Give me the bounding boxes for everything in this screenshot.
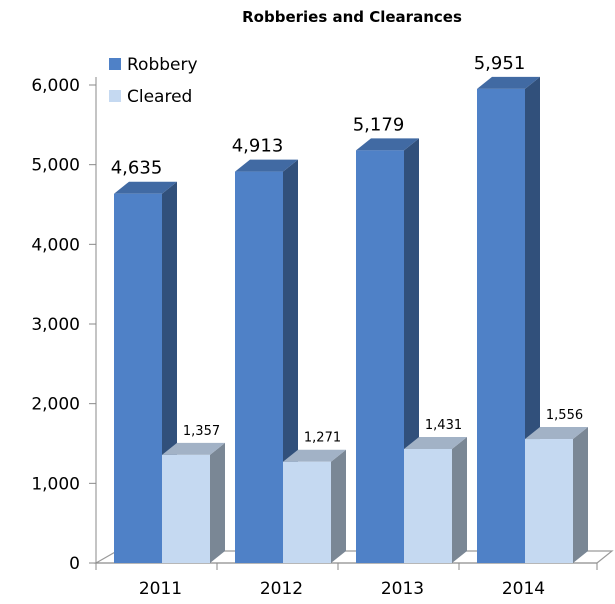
bar-cleared-2011-top: [162, 442, 225, 455]
legend-swatch-robbery: [109, 58, 121, 70]
bars: 4,635 1,357 4,913 1,271 5,179 1,431 5,951 1,556: [111, 53, 588, 564]
bar-cleared-2013-side: [452, 436, 467, 563]
bar-cleared-2012-value-label: 1,271: [304, 431, 341, 446]
x-tick-label: 2012: [260, 579, 303, 599]
bar-cleared-2012-top: [283, 449, 346, 462]
legend-label-robbery: Robbery: [127, 55, 198, 75]
x-tick-label: 2011: [139, 579, 182, 599]
bar-cleared-2014-top: [525, 427, 588, 440]
bar-cleared-2012-side: [331, 449, 346, 563]
bar-robbery-2013-top: [356, 138, 419, 151]
bar-cleared-2014-side: [573, 427, 588, 563]
x-tick-label: 2013: [381, 579, 424, 599]
legend: Robbery Cleared: [109, 55, 198, 107]
y-tick-label: 0: [69, 554, 80, 574]
y-tick-label: 1,000: [31, 474, 80, 494]
y-tick-label: 4,000: [31, 235, 80, 255]
y-tick-label: 6,000: [31, 76, 80, 96]
chart-title: Robberies and Clearances: [242, 8, 462, 26]
bar-cleared-2012-front: [283, 461, 331, 563]
bar-cleared-2012: 1,271: [283, 431, 346, 563]
legend-label-cleared: Cleared: [127, 87, 192, 107]
y-tick-label: 3,000: [31, 315, 80, 335]
bar-robbery-2012-value-label: 4,913: [232, 136, 284, 157]
bar-robbery-2011-value-label: 4,635: [111, 158, 163, 179]
bar-cleared-2011-value-label: 1,357: [183, 424, 220, 439]
bar-robbery-2012-front: [235, 171, 283, 564]
bar-robbery-2011-top: [114, 181, 177, 194]
y-tick-label: 5,000: [31, 156, 80, 176]
bar-cleared-2011: 1,357: [162, 424, 225, 563]
bar-robbery-2013-value-label: 5,179: [353, 114, 405, 135]
legend-swatch-cleared: [109, 90, 121, 102]
bar-cleared-2013-front: [404, 448, 452, 563]
bar-cleared-2011-side: [210, 442, 225, 563]
bar-robbery-2011-front: [114, 193, 162, 563]
axes: 0 1,000 2,000 3,000 4,000 5,000 6,000 2011 2012 2…: [31, 76, 614, 599]
bar-robbery-2014-front: [477, 88, 525, 564]
y-tick-label: 2,000: [31, 395, 80, 415]
bar-robbery-2013-front: [356, 150, 404, 564]
bar-cleared-2013-value-label: 1,431: [425, 418, 462, 433]
bar-robbery-2012-top: [235, 159, 298, 172]
bar-robbery-2014-value-label: 5,951: [474, 53, 526, 74]
bar-robbery-2014-top: [477, 76, 540, 89]
bar-cleared-2013-top: [404, 436, 467, 449]
bar-cleared-2011-front: [162, 454, 210, 563]
bar-cleared-2014-front: [525, 439, 573, 563]
bar-cleared-2014-value-label: 1,556: [546, 408, 583, 423]
bar-cleared-2014: 1,556: [525, 408, 588, 563]
bar-cleared-2013: 1,431: [404, 418, 467, 563]
x-tick-label: 2014: [502, 579, 545, 599]
